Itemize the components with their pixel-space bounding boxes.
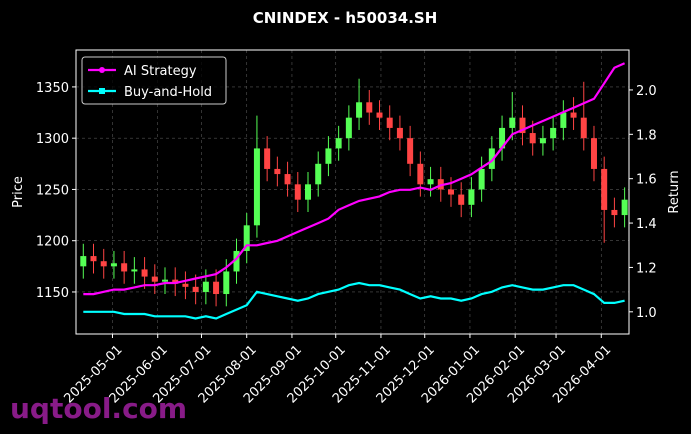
candle-body: [519, 117, 526, 134]
candle-body: [172, 279, 179, 284]
candle-body: [264, 148, 271, 169]
candle-body: [294, 184, 301, 200]
line-series: [83, 62, 626, 296]
candle-body: [162, 279, 169, 282]
y2-tick-label: 1.6: [636, 173, 657, 188]
candle-body: [529, 133, 536, 144]
candle-body: [121, 263, 128, 272]
chart-title: CNINDEX - h50034.SH: [253, 9, 438, 27]
candle-body: [447, 189, 454, 195]
candle-body: [550, 127, 557, 139]
candle-body: [499, 127, 506, 149]
y2-axis-label: Return: [667, 170, 682, 213]
candle-body: [243, 225, 250, 251]
candle-body: [274, 168, 281, 175]
y-tick-label: 1250: [36, 183, 69, 198]
candle-body: [192, 286, 199, 292]
y-tick-label: 1200: [36, 235, 69, 250]
candle-body: [590, 138, 597, 169]
candle-body: [80, 256, 87, 267]
candle-body: [284, 174, 291, 185]
candle-body: [325, 148, 332, 164]
candle-body: [90, 256, 97, 262]
y2-tick-label: 1.4: [636, 217, 657, 232]
candle-body: [131, 269, 138, 272]
candle-body: [621, 199, 628, 216]
y-tick-label: 1300: [36, 132, 69, 147]
y2-tick-label: 2.0: [636, 84, 657, 99]
candle-body: [580, 117, 587, 139]
candle-body: [356, 102, 363, 118]
legend-marker: [99, 67, 105, 73]
plot-frame: [75, 49, 630, 335]
candle-body: [213, 281, 220, 295]
candle-body: [223, 271, 230, 295]
candle-body: [304, 184, 311, 200]
candle-body: [253, 148, 260, 226]
candle-body: [560, 112, 567, 128]
candle-body: [376, 112, 383, 118]
candle-body: [335, 138, 342, 149]
y2-tick-label: 1.0: [636, 306, 657, 321]
candle-body: [601, 168, 608, 210]
candle-body: [110, 263, 117, 267]
candle-body: [386, 117, 393, 128]
candle-body: [417, 163, 424, 185]
candle-body: [396, 127, 403, 139]
y2-tick-label: 1.2: [636, 261, 657, 276]
legend-marker: [99, 88, 105, 94]
candle-body: [488, 148, 495, 169]
candle-body: [100, 261, 107, 267]
candle-body: [315, 163, 322, 185]
y-tick-label: 1150: [36, 286, 69, 301]
candle-body: [407, 138, 414, 164]
watermark: uqtool.com: [10, 392, 187, 425]
legend-label: AI Strategy: [124, 64, 197, 79]
y2-tick-label: 1.8: [636, 128, 657, 143]
candle-body: [233, 250, 240, 272]
y-tick-label: 1350: [36, 81, 69, 96]
candle-body: [570, 112, 577, 118]
legend-box: [81, 56, 227, 105]
candle-body: [509, 117, 516, 128]
candle-body: [182, 283, 189, 287]
legend-label: Buy-and-Hold: [124, 85, 212, 100]
candle-body: [478, 168, 485, 190]
candle-body: [202, 281, 209, 292]
line-series: [83, 281, 625, 320]
candle-body: [611, 209, 618, 216]
candle-body: [366, 102, 373, 113]
candle-body: [151, 276, 158, 282]
candle-body: [345, 117, 352, 139]
y-axis-label: Price: [11, 176, 26, 208]
candle-body: [427, 179, 434, 185]
candle-body: [468, 189, 475, 205]
candle-body: [539, 138, 546, 144]
candle-body: [141, 269, 148, 277]
candle-body: [458, 194, 465, 205]
